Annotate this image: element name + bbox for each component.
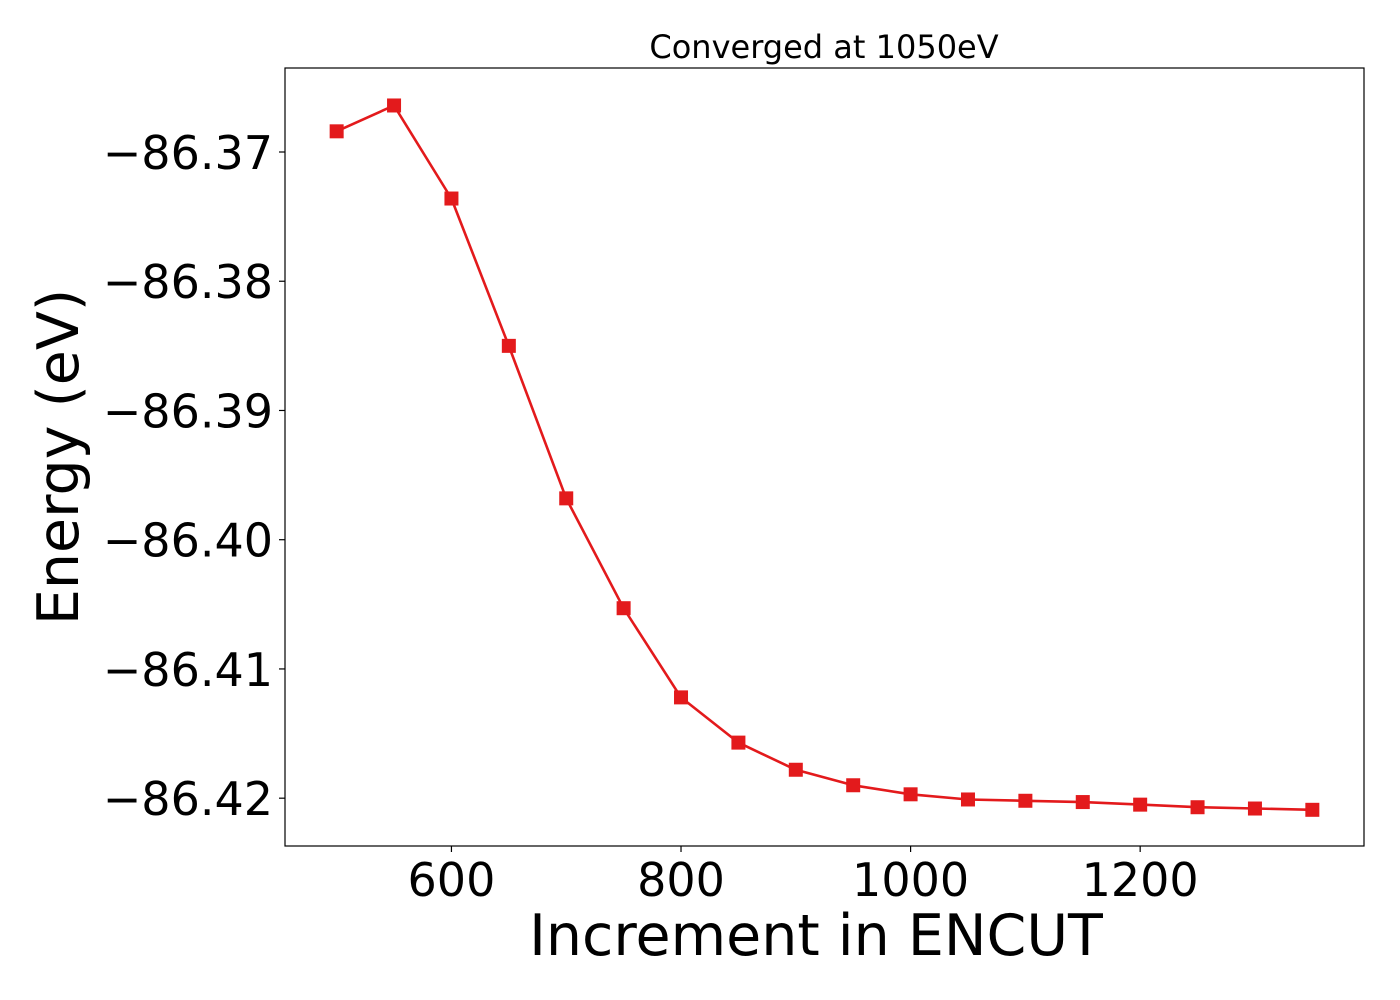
data-point — [1018, 793, 1033, 808]
data-point — [1133, 797, 1148, 812]
series-layer — [329, 98, 1320, 817]
data-point — [329, 124, 344, 139]
data-point — [501, 338, 516, 353]
plot-area — [284, 67, 1365, 847]
y-tick-label: −86.37 — [103, 126, 273, 180]
data-point — [674, 690, 689, 705]
data-point — [846, 778, 861, 793]
data-point — [1190, 800, 1205, 815]
data-point — [1305, 802, 1320, 817]
y-tick-label: −86.39 — [103, 384, 273, 438]
y-tick-label: −86.40 — [103, 514, 273, 568]
x-axis-label: Increment in ENCUT — [529, 903, 1103, 969]
data-point — [1075, 795, 1090, 810]
series-line — [336, 104, 1313, 812]
data-point — [444, 191, 459, 206]
data-point — [616, 601, 631, 616]
data-point — [788, 762, 803, 777]
y-axis-label: Energy (eV) — [26, 289, 92, 625]
x-tick-label: 600 — [408, 853, 496, 907]
y-axis-ticks: −86.37 −86.38 −86.39 −86.40 −86.41 −86.42 — [103, 126, 285, 826]
data-point — [903, 787, 918, 802]
data-point — [731, 735, 746, 750]
x-tick-label: 1200 — [1082, 853, 1199, 907]
data-point — [387, 98, 402, 113]
data-point — [559, 491, 574, 506]
y-tick-label: −86.38 — [103, 255, 273, 309]
x-tick-label: 800 — [637, 853, 725, 907]
data-point — [1247, 801, 1262, 816]
x-axis-ticks: 600 800 1000 1200 — [408, 846, 1199, 907]
x-tick-label: 1000 — [852, 853, 969, 907]
y-tick-label: −86.41 — [103, 643, 273, 697]
data-point — [960, 792, 975, 807]
y-tick-label: −86.42 — [103, 772, 273, 826]
chart-title: Converged at 1050eV — [649, 28, 998, 66]
